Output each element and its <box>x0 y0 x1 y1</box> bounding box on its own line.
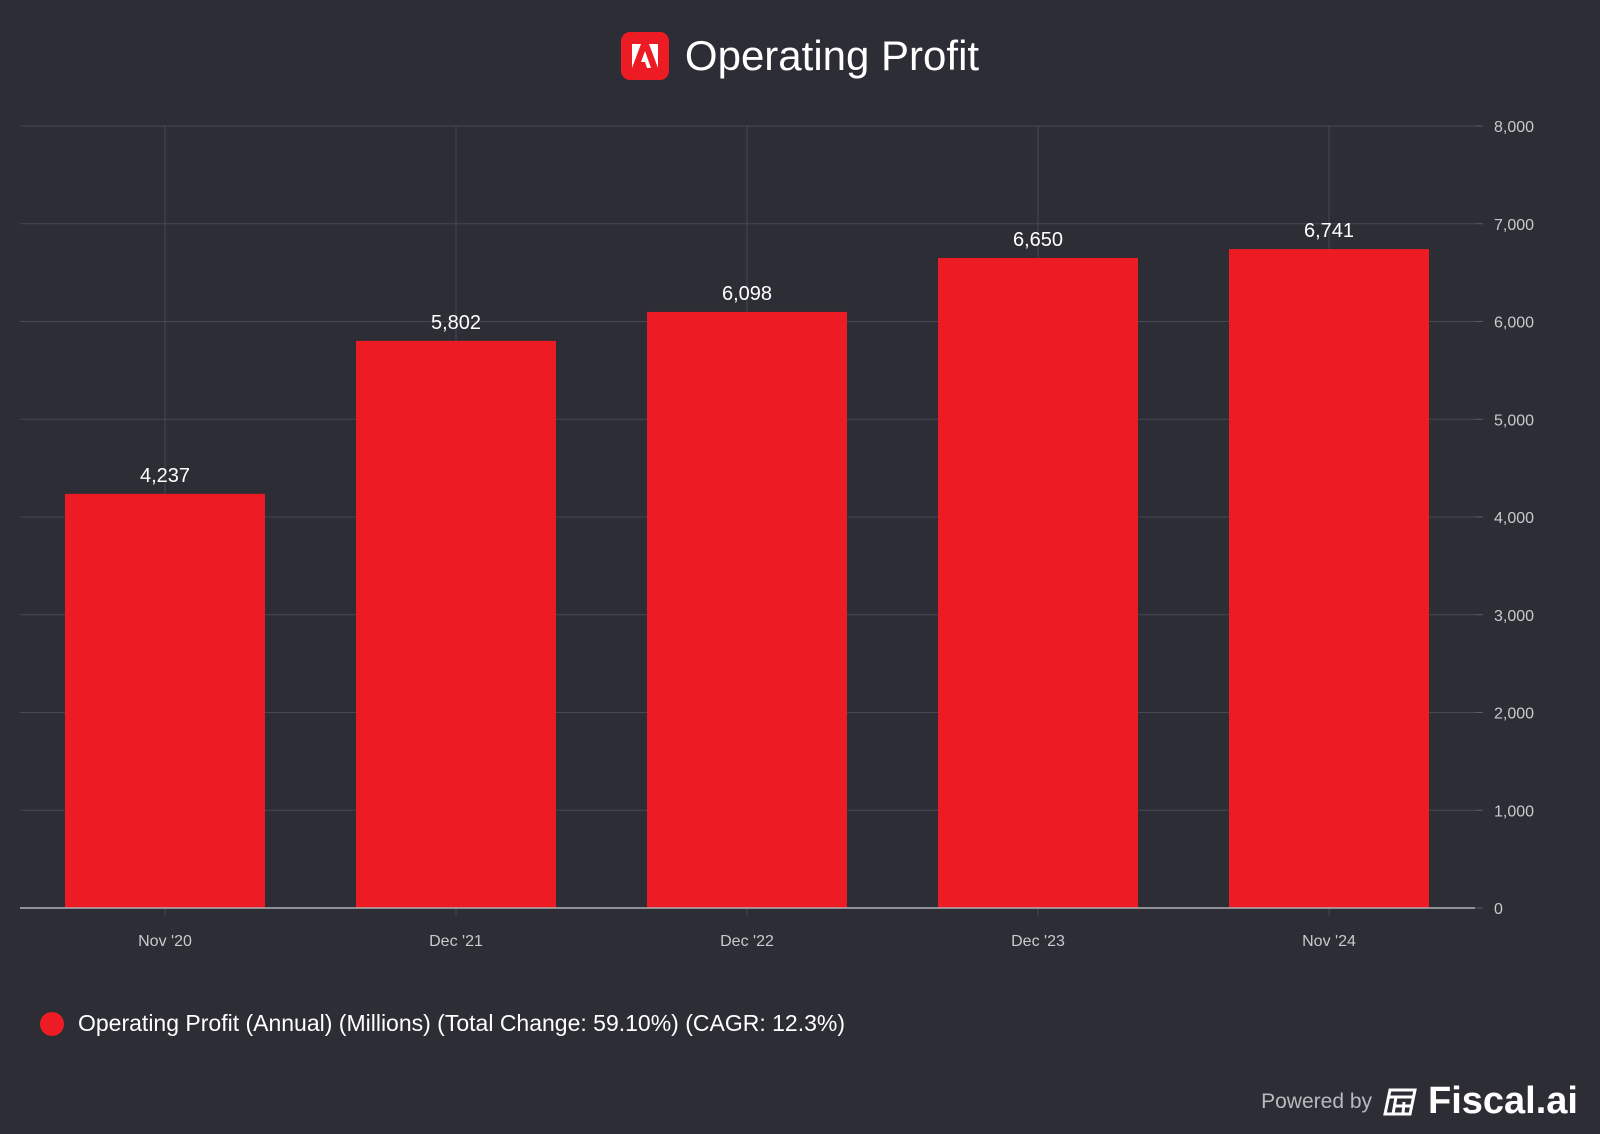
adobe-logo-icon <box>620 32 669 80</box>
x-tick-label: Dec '22 <box>720 933 774 950</box>
powered-by-text: Powered by <box>1261 1089 1373 1113</box>
bar-chart: 0 1,000 2,000 3,000 4,000 5,000 6,000 7,000 8,00… <box>20 119 1534 950</box>
bar <box>65 493 265 908</box>
legend-marker <box>40 1011 64 1036</box>
x-tick-label: Dec '23 <box>1011 933 1065 950</box>
bar <box>356 340 556 908</box>
y-tick-label: 2,000 <box>1494 706 1534 723</box>
footer: Powered by Fiscal.ai <box>1261 1080 1578 1123</box>
data-label: 6,650 <box>1013 229 1063 251</box>
brand-name: Fiscal.ai <box>1428 1080 1578 1122</box>
data-label: 5,802 <box>431 312 481 334</box>
y-tick-label: 0 <box>1494 901 1503 918</box>
x-tick-label: Nov '20 <box>138 933 192 950</box>
x-tick-label: Dec '21 <box>429 933 483 950</box>
chart-title-text: Operating Profit <box>684 32 980 79</box>
y-tick-label: 3,000 <box>1494 608 1534 625</box>
fiscal-logo-icon <box>1383 1088 1417 1115</box>
x-tick-label: Nov '24 <box>1302 933 1356 950</box>
y-tick-label: 4,000 <box>1494 510 1534 527</box>
y-tick-label: 7,000 <box>1494 217 1534 234</box>
bar <box>647 311 847 908</box>
y-tick-label: 1,000 <box>1494 803 1534 820</box>
y-tick-label: 5,000 <box>1494 412 1534 429</box>
bar <box>1229 249 1429 908</box>
data-label: 4,237 <box>140 465 190 487</box>
legend[interactable]: Operating Profit (Annual) (Millions) (To… <box>40 1010 845 1037</box>
chart-title: Operating Profit <box>0 32 1600 80</box>
y-tick-label: 6,000 <box>1494 315 1534 332</box>
data-label: 6,741 <box>1304 220 1354 242</box>
bar <box>938 257 1138 908</box>
data-label: 6,098 <box>722 283 772 305</box>
legend-label: Operating Profit (Annual) (Millions) (To… <box>78 1010 845 1036</box>
y-tick-label: 8,000 <box>1494 119 1534 136</box>
